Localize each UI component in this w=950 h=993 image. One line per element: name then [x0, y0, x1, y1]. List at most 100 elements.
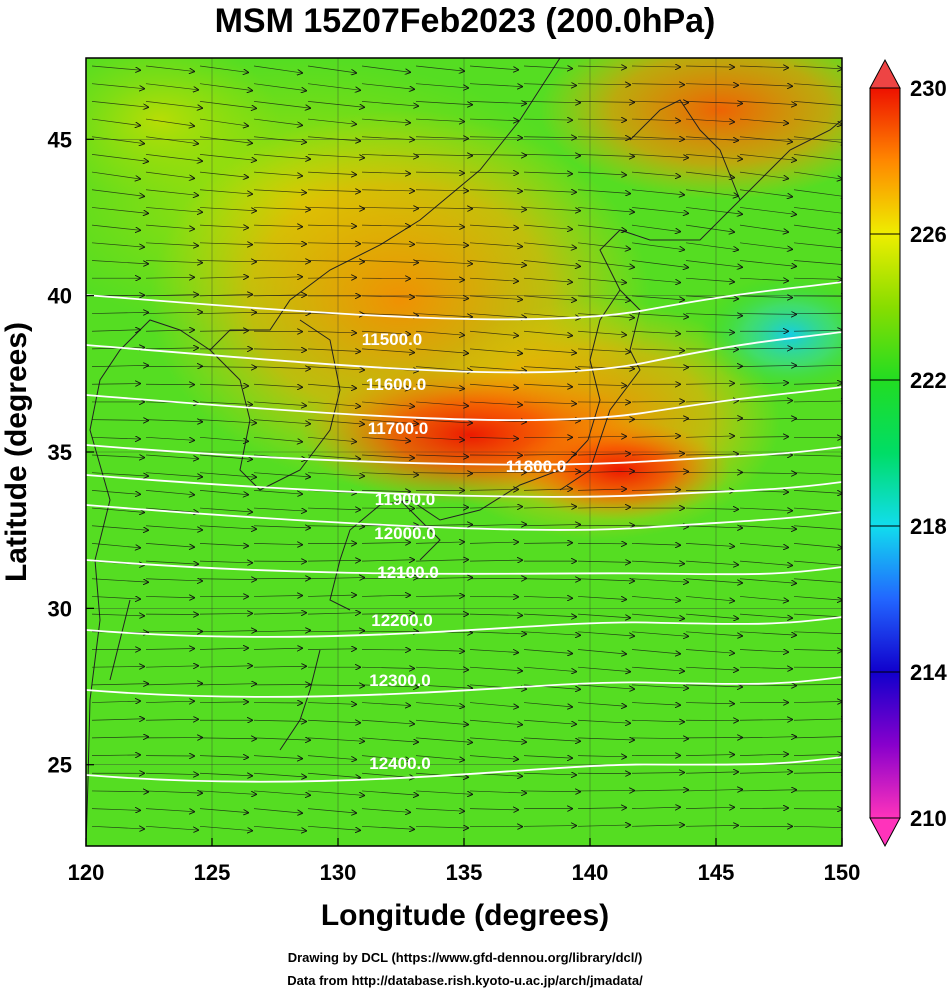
- wind-vector: [631, 543, 680, 545]
- wind-vector: [685, 260, 742, 268]
- wind-vector: [577, 330, 626, 335]
- wind-vector: [523, 702, 572, 707]
- wind-vector: [361, 261, 418, 263]
- wind-vector: [199, 472, 256, 477]
- wind-vector: [307, 419, 364, 425]
- wind-vector: [793, 154, 842, 161]
- wind-vector: [739, 437, 788, 438]
- wind-vector: [523, 154, 580, 155]
- wind-vector: [253, 666, 306, 667]
- wind-vector: [253, 507, 306, 511]
- wind-vector: [793, 171, 842, 179]
- wind-vector: [307, 101, 364, 107]
- wind-vector: [361, 383, 410, 388]
- wind-vector: [145, 649, 194, 650]
- wind-vector: [253, 790, 310, 795]
- colorbar-ticks: 230 226 222 218 214 210: [870, 76, 947, 831]
- contour-label: 11500.0: [362, 330, 423, 349]
- wind-vector: [307, 190, 360, 192]
- wind-vector: [91, 420, 148, 421]
- wind-vector: [199, 702, 248, 703]
- wind-vector: [685, 508, 738, 509]
- wind-vector: [631, 119, 680, 121]
- wind-vector: [307, 649, 356, 650]
- wind-vector: [469, 207, 526, 209]
- wind-vector: [469, 542, 518, 543]
- wind-vector: [739, 613, 792, 618]
- wind-vector: [739, 348, 792, 349]
- wind-vector: [523, 207, 580, 210]
- wind-vector: [199, 101, 256, 108]
- wind-vector: [739, 314, 796, 315]
- wind-vector: [577, 808, 626, 809]
- wind-vector: [577, 454, 630, 455]
- wind-vector: [631, 738, 688, 739]
- x-tick-label: 145: [698, 860, 735, 885]
- wind-vector: [361, 225, 410, 226]
- wind-vector: [91, 701, 140, 702]
- contour-line: [86, 331, 842, 374]
- wind-vector: [577, 631, 634, 636]
- wind-vector: [469, 383, 518, 388]
- wind-vector: [145, 719, 198, 720]
- wind-vector: [307, 526, 364, 527]
- wind-vector: [631, 454, 684, 455]
- wind-vector: [685, 685, 742, 687]
- contour-label: 11600.0: [366, 375, 427, 394]
- wind-vector: [307, 331, 356, 333]
- wind-vector: [685, 277, 734, 282]
- wind-vector: [685, 136, 738, 141]
- wind-vector: [307, 136, 360, 141]
- wind-vector: [253, 720, 306, 721]
- wind-vector: [739, 596, 788, 600]
- wind-vector: [91, 83, 144, 89]
- wind-vector: [91, 118, 140, 125]
- wind-vector: [415, 225, 464, 227]
- wind-vector: [631, 331, 680, 334]
- wind-vector: [361, 436, 410, 441]
- wind-vector: [793, 260, 842, 265]
- wind-vector: [415, 207, 472, 208]
- wind-vector: [199, 648, 248, 649]
- wind-vector: [199, 171, 248, 177]
- wind-vector: [199, 419, 256, 423]
- wind-vector: [577, 436, 626, 437]
- wind-vector: [145, 666, 198, 667]
- wind-vector: [199, 83, 252, 91]
- wind-vector: [523, 543, 572, 544]
- wind-vector: [469, 437, 518, 438]
- wind-vector: [523, 277, 572, 282]
- wind-vector: [307, 772, 360, 777]
- wind-vector: [469, 401, 522, 405]
- wind-vector: [793, 578, 842, 583]
- wind-vector: [253, 772, 306, 777]
- wind-vector: [685, 101, 742, 103]
- wind-vector: [739, 136, 792, 142]
- wind-vector: [469, 649, 518, 653]
- wind-vector: [199, 312, 256, 313]
- wind-vector: [307, 401, 360, 406]
- wind-vector: [361, 65, 410, 72]
- wind-vector: [307, 755, 356, 760]
- wind-vector: [145, 808, 194, 812]
- wind-vector: [685, 224, 734, 232]
- wind-vector: [199, 277, 248, 278]
- wind-vector: [415, 507, 468, 508]
- wind-vector: [631, 773, 684, 774]
- wind-vector: [631, 401, 684, 402]
- y-tick-label: 35: [48, 440, 72, 465]
- wind-vector: [631, 313, 688, 317]
- wind-vector: [145, 701, 194, 702]
- wind-vector: [793, 702, 842, 703]
- wind-vector: [631, 720, 684, 722]
- wind-vector: [361, 737, 418, 742]
- colorbar-max-arrow: [869, 58, 901, 89]
- contour-label: 11700.0: [368, 419, 429, 438]
- colorbar-tick-label: 226: [910, 222, 947, 247]
- wind-vector: [199, 579, 256, 580]
- wind-vector: [793, 66, 842, 69]
- wind-vector: [577, 738, 634, 740]
- wind-vector: [631, 154, 688, 157]
- wind-vector: [253, 101, 310, 108]
- contour-label: 11900.0: [375, 490, 436, 509]
